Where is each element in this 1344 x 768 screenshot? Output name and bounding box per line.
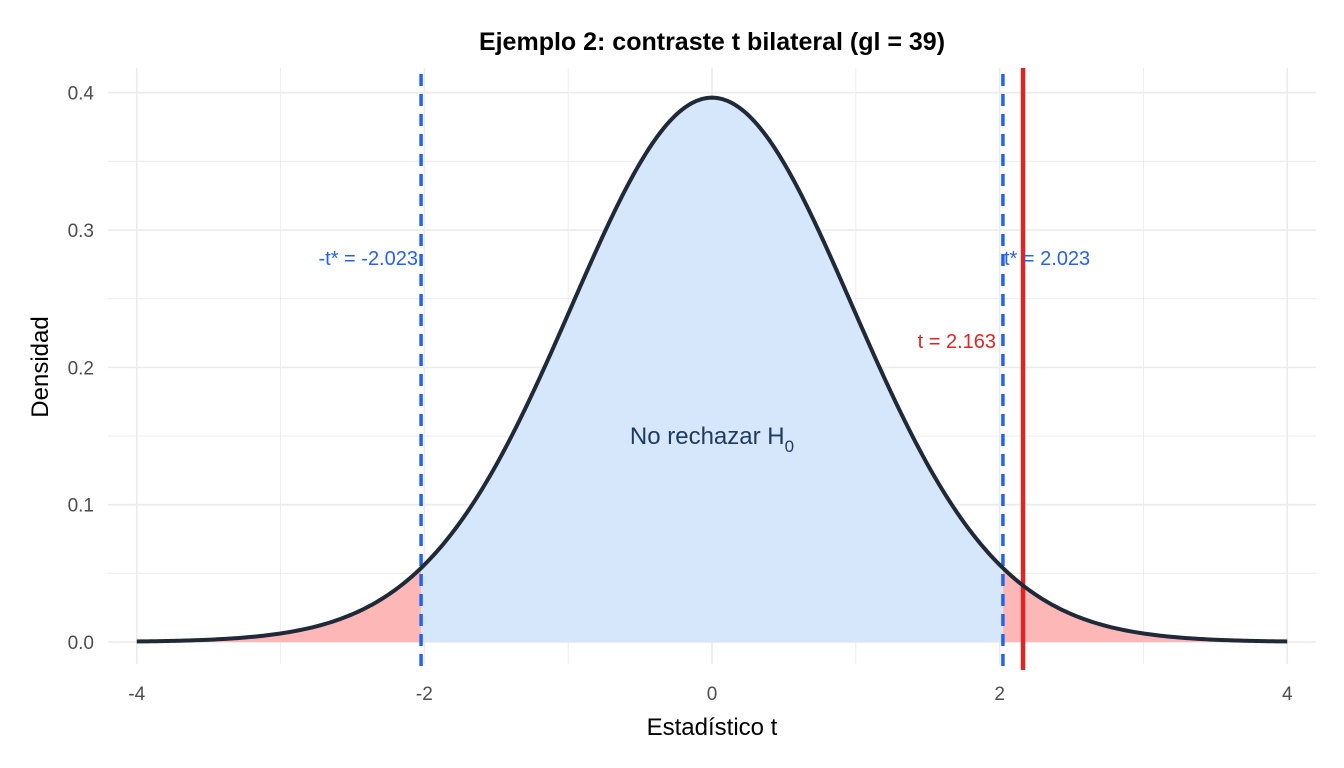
density-curve bbox=[136, 95, 1288, 644]
y-tick-labels: 0.0 0.1 0.2 0.3 0.4 bbox=[68, 84, 95, 654]
x-tick-label: 0 bbox=[707, 684, 718, 705]
density-curve-group bbox=[136, 95, 1288, 644]
y-tick-label: 0.1 bbox=[68, 496, 94, 517]
x-tick-label: -2 bbox=[416, 684, 433, 705]
x-tick-label: 4 bbox=[1282, 684, 1293, 705]
chart-title: Ejemplo 2: contraste t bilateral (gl = 3… bbox=[479, 28, 945, 56]
t-statistic-label: t = 2.163 bbox=[918, 331, 996, 353]
x-tick-label: 2 bbox=[994, 684, 1005, 705]
lower-rejection-region bbox=[136, 568, 422, 643]
acceptance-region-label: No rechazar H0 bbox=[630, 423, 794, 456]
y-tick-label: 0.2 bbox=[68, 358, 94, 379]
y-tick-label: 0.4 bbox=[68, 84, 95, 105]
reference-lines bbox=[419, 68, 1026, 670]
y-tick-label: 0.3 bbox=[68, 221, 94, 242]
lower-critical-label: -t* = -2.023 bbox=[318, 248, 418, 270]
fill-regions bbox=[136, 97, 1288, 643]
y-axis-title: Densidad bbox=[27, 316, 54, 417]
x-tick-labels: -4 -2 0 2 4 bbox=[128, 684, 1293, 705]
y-tick-label: 0.0 bbox=[68, 633, 94, 654]
x-tick-label: -4 bbox=[128, 684, 145, 705]
x-axis-title: Estadístico t bbox=[647, 714, 778, 741]
region-label-subscript: 0 bbox=[785, 437, 794, 456]
region-label-text: No rechazar H bbox=[630, 423, 785, 450]
upper-rejection-region bbox=[1002, 568, 1288, 643]
acceptance-region bbox=[421, 97, 1003, 643]
upper-critical-label: t* = 2.023 bbox=[1004, 248, 1090, 270]
